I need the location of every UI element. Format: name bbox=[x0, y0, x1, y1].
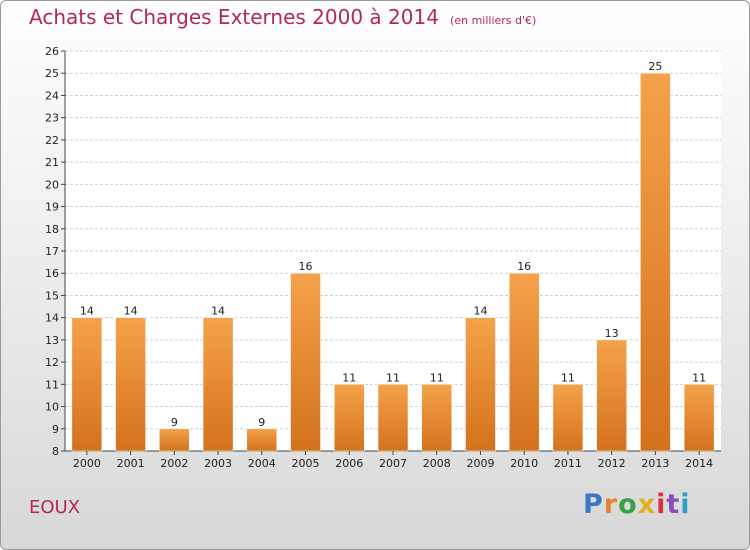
x-tick-label: 2000 bbox=[73, 457, 101, 470]
data-label: 16 bbox=[299, 260, 313, 273]
logo-letter: o bbox=[618, 489, 638, 520]
y-tick-label: 8 bbox=[52, 445, 59, 458]
x-tick-label: 2007 bbox=[379, 457, 407, 470]
y-tick-label: 19 bbox=[45, 201, 59, 214]
y-tick-label: 11 bbox=[45, 378, 59, 391]
x-tick-label: 2004 bbox=[248, 457, 276, 470]
x-tick-label: 2009 bbox=[466, 457, 494, 470]
chart-unit-note: (en milliers d'€) bbox=[450, 14, 537, 27]
bar bbox=[421, 384, 452, 452]
bar bbox=[640, 72, 671, 452]
bar bbox=[508, 272, 540, 452]
x-tick-label: 2012 bbox=[598, 457, 626, 470]
data-label: 16 bbox=[517, 260, 531, 273]
logo-letter: t bbox=[666, 489, 681, 520]
data-label: 14 bbox=[473, 305, 487, 318]
bar bbox=[246, 428, 278, 452]
data-label: 11 bbox=[342, 371, 356, 384]
x-tick-label: 2013 bbox=[641, 457, 669, 470]
logo-letter: i bbox=[656, 489, 667, 520]
bar bbox=[683, 384, 715, 452]
y-tick-label: 21 bbox=[45, 156, 59, 169]
data-label: 11 bbox=[386, 371, 400, 384]
bar bbox=[377, 384, 409, 452]
data-label: 11 bbox=[692, 371, 706, 384]
bar bbox=[290, 272, 321, 452]
data-label: 14 bbox=[211, 305, 225, 318]
data-label: 13 bbox=[605, 327, 619, 340]
data-label: 9 bbox=[171, 416, 178, 429]
y-tick-label: 22 bbox=[45, 134, 59, 147]
bar bbox=[596, 339, 627, 452]
y-tick-label: 25 bbox=[45, 67, 59, 80]
y-tick-label: 13 bbox=[45, 334, 59, 347]
bar bbox=[115, 317, 146, 452]
data-label: 25 bbox=[648, 60, 662, 73]
x-tick-label: 2005 bbox=[292, 457, 320, 470]
data-label: 14 bbox=[124, 305, 138, 318]
data-label: 11 bbox=[430, 371, 444, 384]
chart-title-text: Achats et Charges Externes 2000 à 2014 bbox=[29, 5, 439, 29]
y-tick-label: 12 bbox=[45, 356, 59, 369]
data-label: 14 bbox=[80, 305, 94, 318]
chart-title: Achats et Charges Externes 2000 à 2014 (… bbox=[29, 5, 536, 29]
bar bbox=[552, 384, 584, 452]
logo-letter: r bbox=[603, 489, 619, 520]
logo-letter: i bbox=[680, 489, 691, 520]
logo-letter: P bbox=[583, 489, 604, 520]
y-tick-label: 20 bbox=[45, 178, 59, 191]
y-tick-label: 24 bbox=[45, 89, 59, 102]
bar bbox=[71, 317, 103, 452]
bar bbox=[465, 317, 496, 452]
data-label: 9 bbox=[258, 416, 265, 429]
x-tick-label: 2006 bbox=[335, 457, 363, 470]
commune-name: EOUX bbox=[29, 497, 81, 518]
y-tick-label: 23 bbox=[45, 112, 59, 125]
x-tick-label: 2010 bbox=[510, 457, 538, 470]
logo-letter: x bbox=[637, 489, 657, 520]
x-tick-label: 2008 bbox=[423, 457, 451, 470]
data-label: 11 bbox=[561, 371, 575, 384]
x-tick-label: 2003 bbox=[204, 457, 232, 470]
y-tick-label: 10 bbox=[45, 401, 59, 414]
x-tick-label: 2002 bbox=[160, 457, 188, 470]
x-tick-label: 2001 bbox=[117, 457, 145, 470]
y-tick-label: 14 bbox=[45, 312, 59, 325]
proxiti-logo: Proxiti bbox=[583, 489, 691, 520]
bar bbox=[202, 317, 234, 452]
y-tick-label: 15 bbox=[45, 289, 59, 302]
y-tick-label: 9 bbox=[52, 423, 59, 436]
y-tick-label: 26 bbox=[45, 45, 59, 58]
bar bbox=[334, 384, 365, 452]
y-tick-label: 17 bbox=[45, 245, 59, 258]
x-tick-label: 2011 bbox=[554, 457, 582, 470]
bar bbox=[159, 428, 190, 452]
y-tick-label: 16 bbox=[45, 267, 59, 280]
x-tick-label: 2014 bbox=[685, 457, 713, 470]
y-tick-label: 18 bbox=[45, 223, 59, 236]
